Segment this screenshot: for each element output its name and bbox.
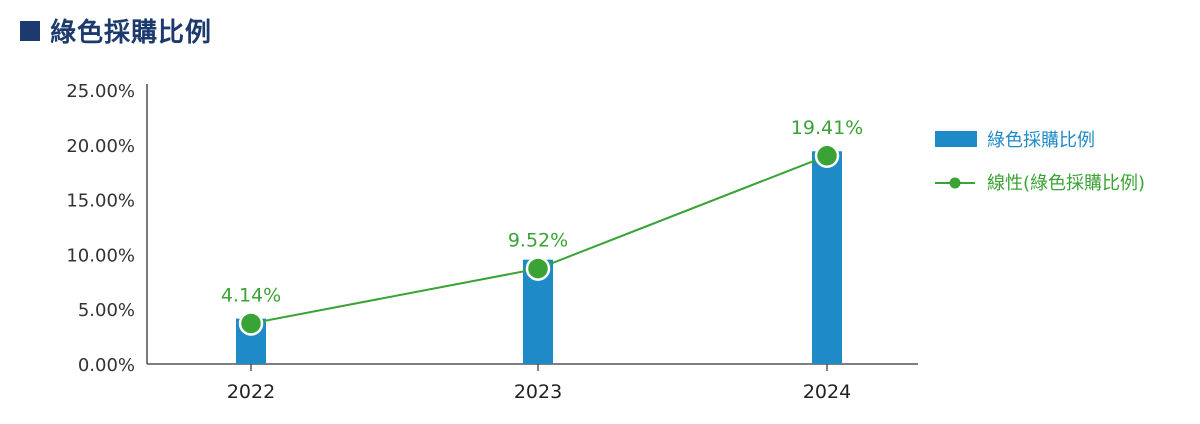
legend-line-label: 線性(綠色採購比例) (987, 173, 1145, 194)
legend-bar-swatch (935, 131, 977, 147)
title-square-icon (20, 20, 40, 41)
y-tick-label: 25.00% (66, 81, 135, 102)
y-tick-label: 10.00% (66, 245, 135, 266)
legend-line-marker (949, 177, 961, 189)
data-label: 9.52% (508, 230, 568, 252)
chart-header: 綠色採購比例 (20, 12, 212, 49)
y-tick-label: 5.00% (78, 300, 135, 321)
trend-point (814, 143, 840, 169)
chart-title: 綠色採購比例 (50, 18, 213, 48)
x-tick-label: 2023 (514, 381, 562, 403)
x-tick-label: 2022 (227, 381, 275, 403)
data-labels: 4.14% 9.52% 19.41% (221, 117, 863, 307)
trend-line-series (238, 143, 840, 336)
y-tick-label: 0.00% (78, 355, 135, 376)
x-tick-label: 2024 (803, 381, 851, 403)
bar (812, 151, 842, 364)
trend-point (525, 256, 551, 281)
y-tick-label: 15.00% (66, 191, 135, 212)
data-label: 4.14% (221, 284, 281, 306)
legend-bar-label: 綠色採購比例 (987, 130, 1095, 151)
axes: 0.00% 5.00% 10.00% 15.00% 20.00% 25.00% 2022 20… (66, 81, 918, 403)
trend-point (238, 311, 264, 336)
data-label: 19.41% (791, 117, 863, 139)
y-tick-label: 20.00% (66, 136, 135, 157)
